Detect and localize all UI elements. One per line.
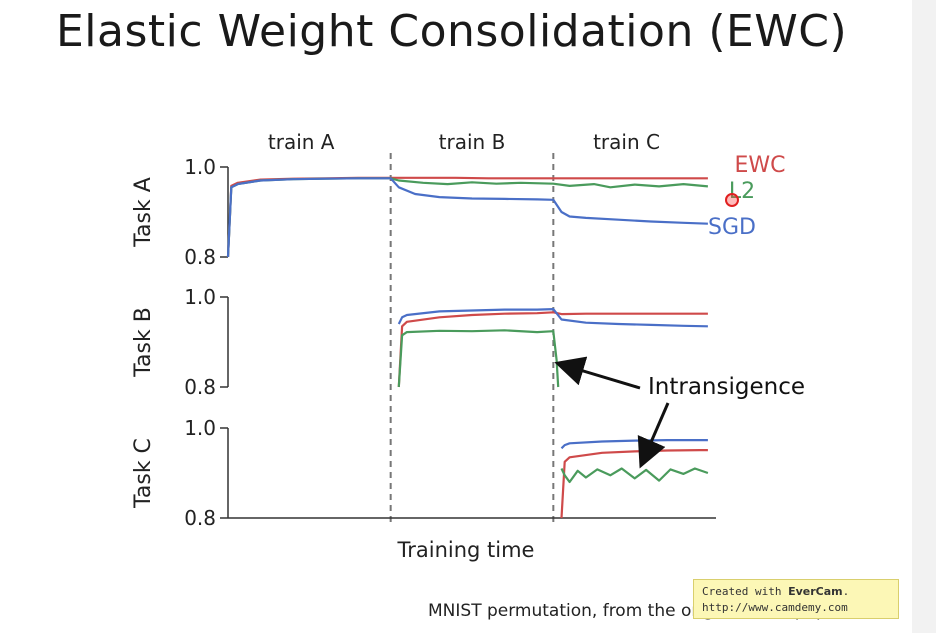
phase-label: train C <box>593 130 660 154</box>
series-line-ewc <box>226 176 708 258</box>
x-axis-label: Training time <box>397 538 535 562</box>
series-line-sgd <box>397 308 708 328</box>
y-axis-label: Task A <box>131 177 156 248</box>
series-line-sgd <box>226 177 708 258</box>
series-line-l2 <box>226 177 709 258</box>
legend-label: EWC <box>734 153 785 178</box>
cursor-pointer-icon <box>725 193 739 207</box>
series-line-l2 <box>560 467 709 484</box>
watermark-url: http://www.camdemy.com <box>702 601 848 614</box>
side-strip <box>912 0 936 633</box>
series-line-ewc <box>560 449 708 519</box>
series-line-sgd <box>560 439 708 450</box>
series-line-ewc <box>397 311 708 388</box>
watermark-line1: Created with EverCam. <box>702 585 850 598</box>
annotation-label: Intransigence <box>648 374 805 400</box>
y-tick-label: 1.0 <box>184 416 216 440</box>
evercam-watermark: Created with EverCam. http://www.camdemy… <box>693 579 899 619</box>
y-axis-label: Task B <box>131 307 156 378</box>
series-line-l2 <box>397 329 560 388</box>
y-tick-label: 0.8 <box>184 375 216 399</box>
legend-label: SGD <box>708 215 756 240</box>
slide-title: Elastic Weight Consolidation (EWC) <box>56 6 848 57</box>
y-axis-label: Task C <box>131 438 156 509</box>
y-tick-label: 1.0 <box>184 155 216 179</box>
watermark-brand: EverCam <box>788 585 843 598</box>
annotation-arrow-task-c <box>637 402 670 469</box>
y-tick-label: 0.8 <box>184 245 216 269</box>
phase-label: train B <box>439 130 506 154</box>
y-tick-label: 0.8 <box>184 506 216 530</box>
phase-label: train A <box>268 130 335 154</box>
y-tick-label: 1.0 <box>184 285 216 309</box>
annotation-arrow-task-b <box>554 356 641 390</box>
